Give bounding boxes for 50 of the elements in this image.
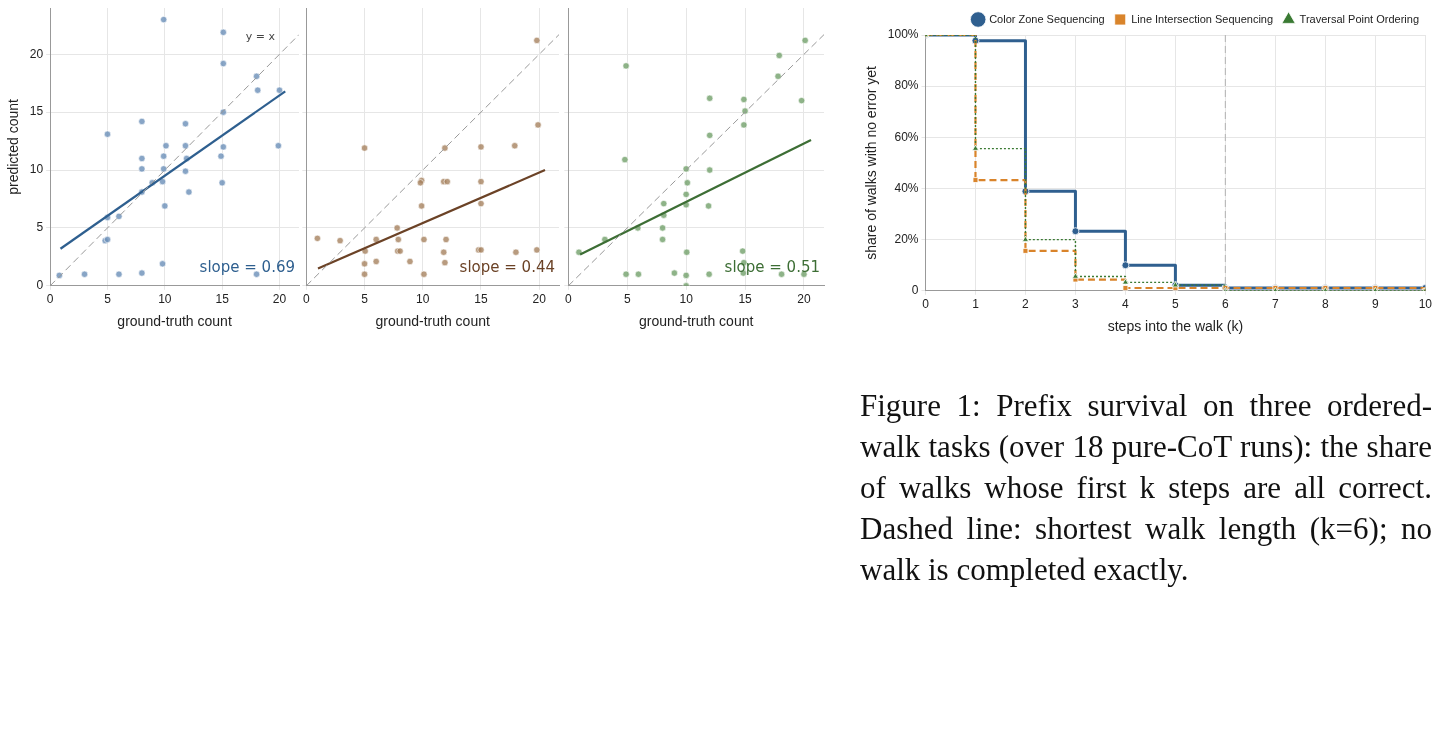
annotation: slope = 0.44	[459, 258, 555, 277]
x-tick-label: 6	[1222, 297, 1230, 312]
x-tick-label: 1	[972, 297, 980, 312]
y-axis-title: predicted count	[5, 98, 22, 195]
x-tick-label: 20	[797, 292, 811, 307]
x-tick-label: 2	[1022, 297, 1030, 312]
x-tick-label: 8	[1322, 297, 1330, 312]
y-tick-label: 5	[36, 220, 44, 235]
x-axis-title: ground-truth count	[638, 313, 754, 330]
x-tick-label: 15	[474, 292, 488, 307]
x-tick-label: 10	[416, 292, 430, 307]
y-tick-label: 20	[29, 46, 44, 61]
y-tick-label: 40%	[894, 180, 919, 195]
x-axis-title: steps into the walk (k)	[1107, 318, 1244, 335]
y-tick-label: 10	[29, 162, 44, 177]
x-tick-label: 15	[215, 292, 230, 307]
annotation: slope = 0.69	[199, 258, 295, 277]
y-tick-label: 80%	[894, 78, 919, 93]
x-tick-label: 0	[46, 292, 54, 307]
caption: Figure 1: Prefix survival on three ordered-walk tasks (over 18 pure-CoT runs): the share of walks whose first k steps are all correct. Dashed line: shortest walk length (k=6); no walk is completed exactly.	[860, 387, 1432, 589]
y-tick-label: 60%	[894, 129, 919, 144]
y-tick-label: 20%	[894, 231, 919, 246]
x-tick-label: 20	[532, 292, 547, 307]
x-tick-label: 10	[679, 292, 694, 307]
x-tick-label: 5	[104, 292, 112, 307]
legend-label: Line Intersection Sequencing	[1131, 12, 1274, 25]
y-tick-label: 100%	[887, 27, 919, 42]
x-tick-label: 7	[1272, 297, 1280, 312]
annotation: y = x	[245, 30, 276, 44]
x-axis-title: ground-truth count	[375, 313, 490, 330]
annotation: slope = 0.51	[724, 258, 820, 277]
x-tick-label: 0	[564, 292, 572, 307]
legend-label: Traversal Point Ordering	[1299, 12, 1420, 25]
legend-label: Color Zone Sequencing	[989, 12, 1105, 25]
x-tick-label: 9	[1372, 297, 1379, 312]
x-tick-label: 15	[738, 292, 753, 307]
x-tick-label: 4	[1122, 297, 1130, 312]
x-tick-label: 10	[158, 292, 172, 307]
x-tick-label: 5	[1172, 297, 1180, 312]
x-tick-label: 5	[623, 292, 631, 307]
x-tick-label: 20	[272, 292, 287, 307]
y-axis-title: share of walks with no error yet	[863, 65, 880, 260]
y-tick-label: 0	[36, 278, 44, 293]
x-tick-label: 0	[302, 292, 310, 307]
x-tick-label: 3	[1072, 297, 1080, 312]
x-tick-label: 5	[361, 292, 369, 307]
x-axis-title: ground-truth count	[117, 313, 232, 330]
x-tick-label: 0	[922, 297, 930, 312]
x-tick-label: 10	[1418, 297, 1433, 312]
y-tick-label: 15	[29, 104, 44, 119]
